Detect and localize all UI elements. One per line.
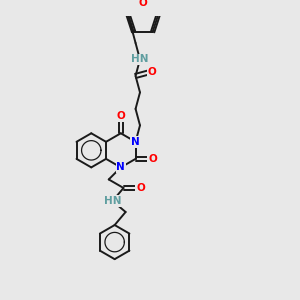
Text: HN: HN — [131, 55, 149, 64]
Text: O: O — [139, 0, 148, 8]
Text: O: O — [136, 183, 145, 193]
Text: O: O — [148, 67, 156, 76]
Text: HN: HN — [104, 196, 121, 206]
Text: N: N — [131, 137, 140, 147]
Text: O: O — [148, 154, 157, 164]
Text: O: O — [116, 111, 125, 121]
Text: N: N — [116, 162, 125, 172]
